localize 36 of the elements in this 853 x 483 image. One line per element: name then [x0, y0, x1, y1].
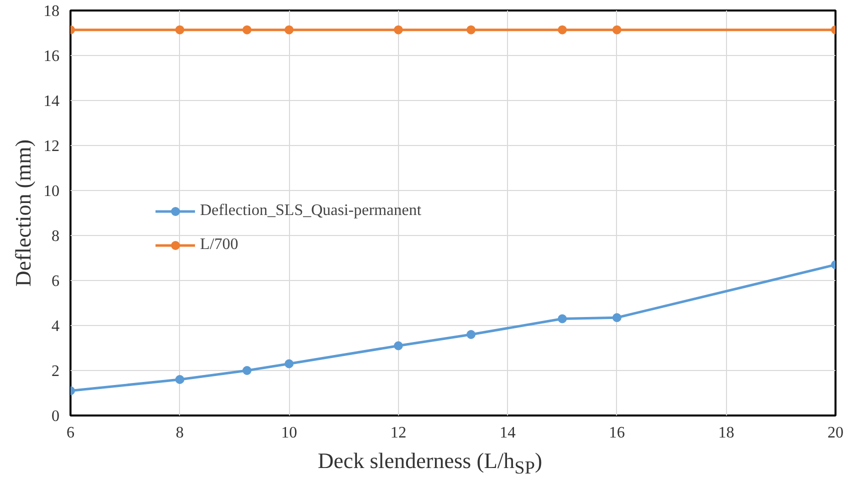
x-tick-label: 18 [718, 424, 734, 442]
y-tick-label: 16 [44, 48, 60, 65]
y-tick-label: 4 [52, 318, 60, 335]
point [394, 25, 403, 34]
x-tick-label: 20 [828, 424, 844, 442]
point [175, 25, 184, 34]
x-tick-label: 8 [176, 424, 184, 442]
point [612, 25, 622, 34]
point [558, 314, 567, 324]
x-tick-label: 12 [390, 424, 406, 442]
point [466, 25, 476, 34]
point [284, 359, 294, 368]
point [242, 25, 252, 34]
point [466, 330, 476, 339]
x-axis-title: Deck slenderness (L/h$_{SP}$) [318, 447, 542, 480]
x-tick-label: 14 [500, 424, 516, 442]
point [284, 25, 294, 34]
x-tick-label: 6 [66, 424, 74, 442]
point [175, 375, 184, 384]
y-tick-label: 2 [52, 363, 60, 380]
point [242, 366, 252, 375]
y-tick-label: 18 [44, 3, 60, 20]
legend-label: L/700 [200, 236, 238, 254]
y-tick-label: 0 [52, 408, 60, 425]
legend-label: Deflection_SLS_Quasi-permanent [200, 202, 422, 220]
point [394, 341, 403, 350]
y-tick-label: 12 [44, 138, 60, 155]
x-tick-label: 10 [281, 424, 298, 442]
y-tick-label: 14 [44, 93, 60, 110]
y-tick-label: 8 [52, 228, 60, 245]
y-axis-title: Deflection (mm) [10, 139, 36, 287]
point [558, 25, 567, 34]
x-tick-label: 16 [608, 424, 625, 442]
point [612, 313, 622, 322]
y-tick-label: 10 [44, 183, 60, 200]
y-tick-label: 6 [52, 273, 60, 290]
